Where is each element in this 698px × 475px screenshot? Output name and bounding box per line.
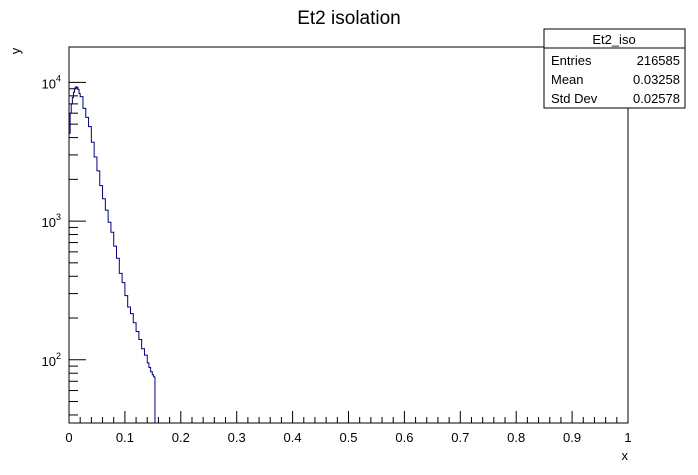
histogram-line: [69, 86, 156, 423]
x-tick-label: 0.3: [228, 430, 246, 445]
stats-entries-label: Entries: [551, 53, 592, 68]
y-tick-label: 103: [42, 212, 61, 230]
y-tick-base: 10: [42, 215, 56, 230]
y-tick-exponent: 3: [56, 212, 61, 222]
y-axis-label: y: [8, 47, 23, 54]
y-tick-base: 10: [42, 354, 56, 369]
stats-box: Et2_iso Entries 216585 Mean 0.03258 Std …: [543, 28, 686, 109]
x-tick-label: 0.4: [284, 430, 302, 445]
stats-stddev-value: 0.02578: [633, 91, 680, 106]
x-tick-label: 0.8: [507, 430, 525, 445]
x-axis-label: x: [622, 448, 629, 463]
x-axis-ticks: 0 0.1 0.2 0.3 0.4 0.5 0.6 0.7 0.8 0.9 1: [65, 411, 632, 445]
stats-stddev-label: Std Dev: [551, 91, 598, 106]
x-tick-label: 0.2: [172, 430, 190, 445]
stats-box-frame: [543, 28, 686, 109]
chart-title: Et2 isolation: [297, 8, 401, 29]
stats-mean-label: Mean: [551, 72, 584, 87]
x-tick-label: 0.7: [451, 430, 469, 445]
x-tick-label: 1: [624, 430, 631, 445]
stats-entries-value: 216585: [637, 53, 680, 68]
y-tick-base: 10: [42, 76, 56, 91]
y-tick-label: 104: [42, 73, 61, 91]
x-tick-label: 0.1: [116, 430, 134, 445]
x-tick-label: 0.9: [563, 430, 581, 445]
x-tick-label: 0.6: [395, 430, 413, 445]
y-tick-label: 102: [42, 351, 61, 369]
y-tick-exponent: 2: [56, 351, 61, 361]
x-tick-label: 0.5: [339, 430, 357, 445]
stats-box-name: Et2_iso: [592, 32, 635, 47]
series-layer: [69, 86, 156, 423]
stats-mean-value: 0.03258: [633, 72, 680, 87]
y-tick-exponent: 4: [56, 73, 61, 83]
x-tick-label: 0: [65, 430, 72, 445]
